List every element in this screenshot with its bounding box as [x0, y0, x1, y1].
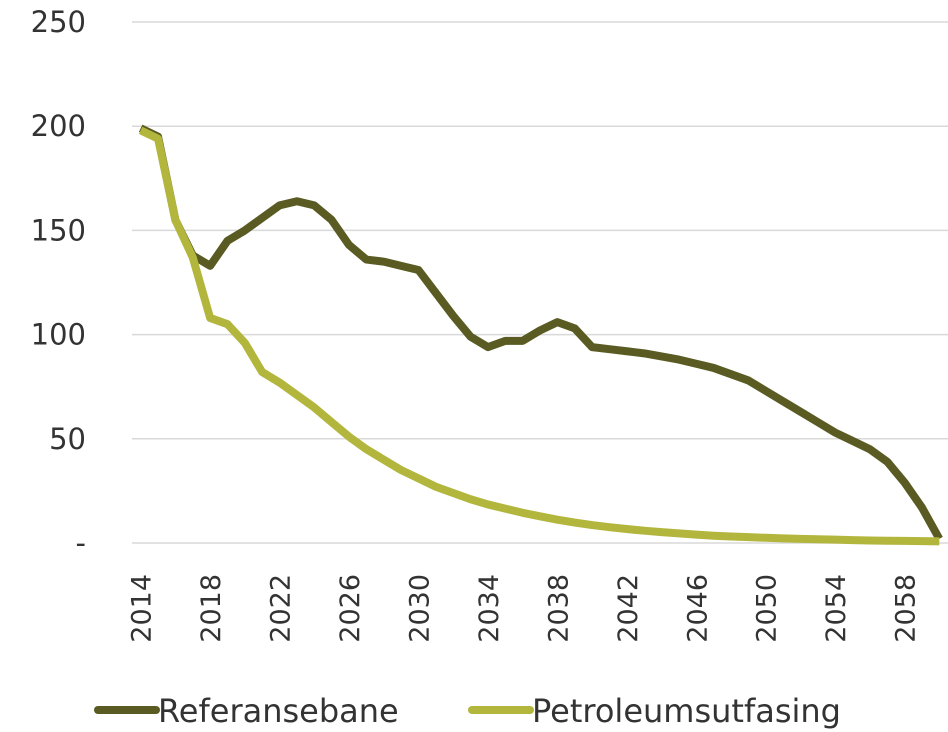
data-line — [138, 126, 940, 546]
x-tick-label: 2042 — [613, 574, 644, 643]
y-tick-label: 100 — [31, 318, 86, 352]
x-tick-label: 2058 — [891, 574, 922, 643]
legend-label: Petroleumsutfasing — [532, 692, 841, 730]
y-tick-label: 250 — [31, 5, 86, 39]
x-tick-label: 2014 — [127, 574, 158, 643]
legend-label: Referansebane — [158, 692, 399, 730]
x-tick-label: 2018 — [196, 574, 227, 643]
y-tick-label: 200 — [31, 109, 86, 143]
x-tick-label: 2046 — [682, 574, 713, 643]
data-line — [138, 124, 943, 541]
x-tick-label: 2034 — [474, 574, 505, 643]
x-tick-label: 2026 — [335, 574, 366, 643]
x-tick-label: 2022 — [266, 574, 297, 643]
y-tick-label: 50 — [49, 422, 86, 456]
x-tick-label: 2050 — [752, 574, 783, 643]
x-tick-label: 2054 — [821, 574, 852, 643]
x-tick-label: 2030 — [404, 574, 435, 643]
y-tick-label: - — [76, 526, 86, 560]
y-tick-label: 150 — [31, 213, 86, 247]
x-tick-label: 2038 — [543, 574, 574, 643]
